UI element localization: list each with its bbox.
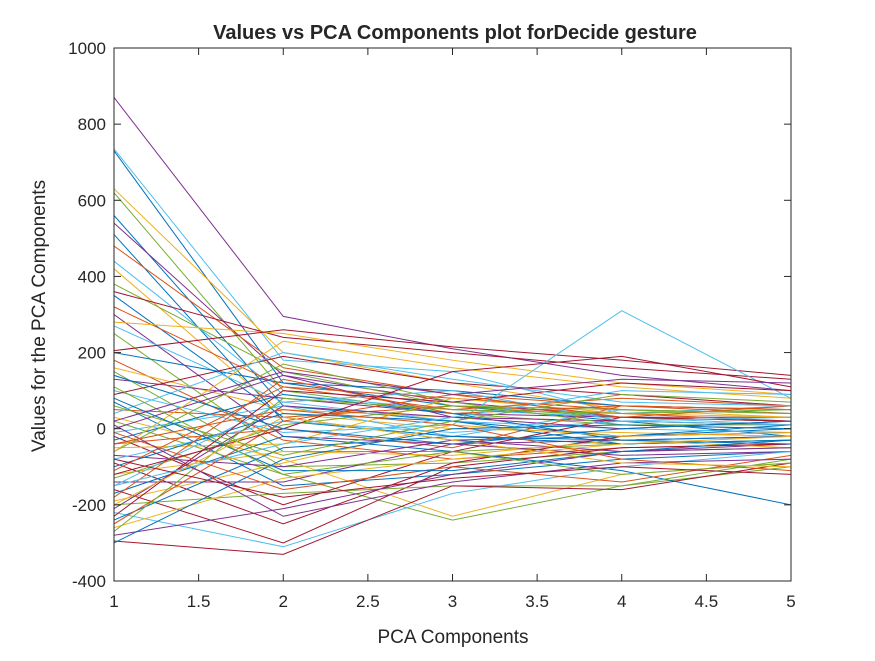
series-line: [114, 390, 791, 487]
y-tick-label: 200: [78, 344, 106, 363]
x-tick-label: 1.5: [187, 592, 211, 611]
series-line: [114, 329, 791, 376]
y-tick-label: 600: [78, 191, 106, 210]
series-line: [114, 382, 791, 517]
series-line: [114, 340, 791, 452]
series-line: [114, 397, 791, 532]
series-line: [114, 435, 791, 529]
x-tick-label: 2.5: [356, 592, 380, 611]
series-line: [114, 393, 791, 456]
series-line: [114, 321, 791, 395]
y-axis-label: Values for the PCA Components: [29, 180, 50, 452]
x-tick-label: 5: [786, 592, 795, 611]
y-tick-label: 800: [78, 115, 106, 134]
series-line: [114, 390, 791, 487]
series-line: [114, 432, 791, 491]
x-tick-label: 4.5: [695, 592, 719, 611]
y-tick-label: -200: [72, 496, 106, 515]
plot-area: [114, 97, 791, 555]
x-tick-label: 3.5: [525, 592, 549, 611]
x-axis-label: PCA Components: [377, 627, 528, 648]
y-tick-label: 1000: [68, 39, 106, 58]
chart-title: Values vs PCA Components plot forDecide …: [213, 22, 697, 44]
y-tick-label: -400: [72, 572, 106, 591]
series-line: [114, 378, 791, 498]
series-line: [114, 371, 791, 422]
series-line: [114, 447, 791, 536]
series-line: [114, 409, 791, 472]
series-line: [114, 416, 791, 506]
series-line: [114, 458, 791, 498]
y-tick-label: 400: [78, 267, 106, 286]
x-tick-label: 3: [448, 592, 457, 611]
series-line: [114, 420, 791, 460]
series-line: [114, 424, 791, 517]
x-tick-label: 4: [617, 592, 626, 611]
series-line: [114, 355, 791, 407]
y-tick-label: 0: [97, 420, 106, 439]
series-line: [114, 386, 791, 475]
series-line: [114, 355, 791, 475]
series-line: [114, 420, 791, 521]
series-line: [114, 352, 791, 414]
x-tick-label: 2: [279, 592, 288, 611]
series-line: [114, 439, 791, 475]
x-tick-label: 1: [109, 592, 118, 611]
series-line: [114, 462, 791, 555]
series-line: [114, 374, 791, 445]
axes: 1 1.5 2 2.5 3 3.5 4 4.5 5 -400 -200 0 200 400 600 800 10…: [68, 39, 796, 611]
series-line: [114, 291, 791, 380]
